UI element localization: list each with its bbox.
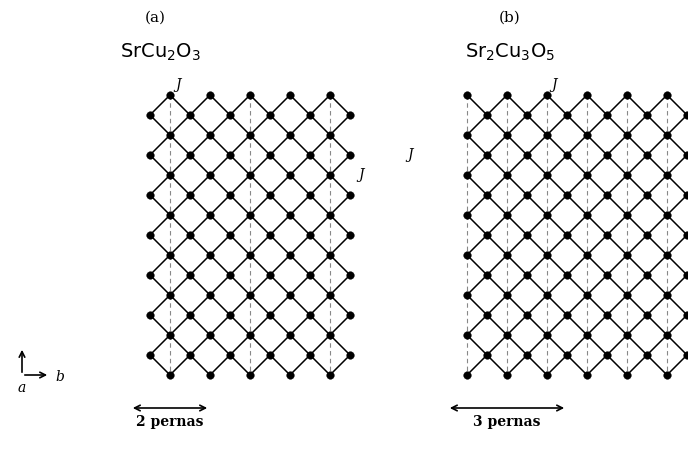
Text: $\mathrm{Sr_2Cu_3O_5}$: $\mathrm{Sr_2Cu_3O_5}$ — [465, 41, 555, 63]
Text: 2 pernas: 2 pernas — [136, 415, 204, 429]
Text: b: b — [55, 370, 64, 384]
Text: $\mathrm{SrCu_2O_3}$: $\mathrm{SrCu_2O_3}$ — [120, 41, 200, 63]
Text: (a): (a) — [144, 11, 166, 25]
Text: (b): (b) — [499, 11, 521, 25]
Text: 3 pernas: 3 pernas — [473, 415, 541, 429]
Text: J: J — [407, 148, 413, 162]
Text: J: J — [358, 168, 364, 182]
Text: J: J — [175, 78, 181, 92]
Text: J: J — [551, 78, 557, 92]
Text: a: a — [18, 381, 26, 395]
